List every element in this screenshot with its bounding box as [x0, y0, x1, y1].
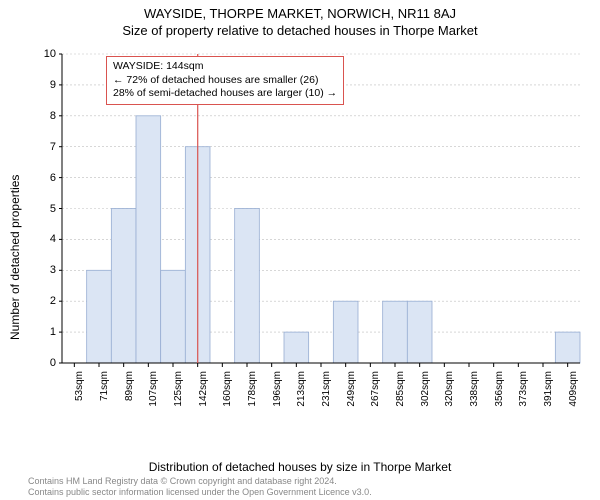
chart-subtitle: Size of property relative to detached ho… — [0, 21, 600, 38]
x-tick-label: 320sqm — [444, 371, 455, 421]
y-tick-label: 3 — [50, 264, 56, 276]
y-tick-label: 1 — [50, 326, 56, 338]
chart-area: WAYSIDE: 144sqm ← 72% of detached houses… — [56, 48, 586, 418]
y-tick-label: 5 — [50, 203, 56, 215]
callout-smaller: ← 72% of detached houses are smaller (26… — [113, 74, 337, 88]
attribution-footer: Contains HM Land Registry data © Crown c… — [28, 476, 372, 498]
y-axis-label: Number of detached properties — [8, 175, 22, 340]
x-tick-label: 409sqm — [568, 371, 579, 421]
x-tick-label: 160sqm — [222, 371, 233, 421]
footer-line-1: Contains HM Land Registry data © Crown c… — [28, 476, 372, 487]
y-tick-label: 8 — [50, 110, 56, 122]
x-tick-label: 53sqm — [74, 371, 85, 421]
y-tick-label: 0 — [50, 357, 56, 369]
x-axis-label: Distribution of detached houses by size … — [0, 460, 600, 474]
callout-larger: 28% of semi-detached houses are larger (… — [113, 87, 337, 101]
x-tick-label: 338sqm — [469, 371, 480, 421]
x-tick-label: 231sqm — [321, 371, 332, 421]
property-callout: WAYSIDE: 144sqm ← 72% of detached houses… — [106, 56, 344, 105]
x-tick-label: 249sqm — [346, 371, 357, 421]
x-tick-label: 71sqm — [99, 371, 110, 421]
x-tick-label: 196sqm — [272, 371, 283, 421]
x-tick-label: 391sqm — [543, 371, 554, 421]
y-tick-label: 2 — [50, 295, 56, 307]
x-tick-label: 89sqm — [124, 371, 135, 421]
y-tick-label: 6 — [50, 172, 56, 184]
x-tick-label: 213sqm — [296, 371, 307, 421]
chart-title-address: WAYSIDE, THORPE MARKET, NORWICH, NR11 8A… — [0, 0, 600, 21]
x-tick-label: 267sqm — [370, 371, 381, 421]
x-tick-label: 178sqm — [247, 371, 258, 421]
x-tick-label: 285sqm — [395, 371, 406, 421]
chart-container: WAYSIDE, THORPE MARKET, NORWICH, NR11 8A… — [0, 0, 600, 500]
x-tick-label: 125sqm — [173, 371, 184, 421]
x-tick-label: 302sqm — [420, 371, 431, 421]
y-tick-label: 9 — [50, 79, 56, 91]
x-tick-label: 142sqm — [198, 371, 209, 421]
x-tick-label: 373sqm — [518, 371, 529, 421]
x-tick-label: 107sqm — [148, 371, 159, 421]
x-tick-label: 356sqm — [494, 371, 505, 421]
y-tick-label: 10 — [44, 48, 56, 60]
y-tick-label: 7 — [50, 141, 56, 153]
callout-title: WAYSIDE: 144sqm — [113, 60, 337, 74]
y-tick-label: 4 — [50, 233, 56, 245]
footer-line-2: Contains public sector information licen… — [28, 487, 372, 498]
